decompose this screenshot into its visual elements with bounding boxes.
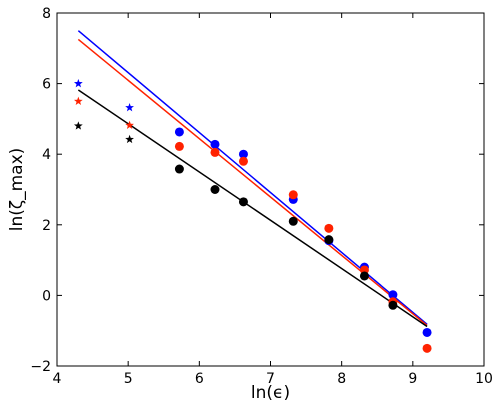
data-point: [210, 139, 220, 149]
y-axis-label: ln(ζ_max): [7, 148, 27, 232]
star-point: [125, 103, 134, 112]
star-point: [73, 121, 83, 130]
data-point: [238, 197, 248, 207]
star-point: [73, 96, 83, 105]
data-point: [388, 290, 398, 300]
markers: [73, 79, 432, 353]
fit-line: [77, 30, 428, 325]
x-tick-label: 5: [124, 371, 133, 387]
data-point: [288, 190, 298, 200]
data-point: [288, 216, 298, 226]
data-point: [422, 343, 432, 353]
x-tick-label: 7: [266, 371, 275, 387]
y-tick-label: −2: [30, 359, 51, 375]
fit-lines: [77, 30, 428, 328]
x-tick-label: 4: [53, 371, 62, 387]
star-point: [73, 79, 83, 88]
data-point: [174, 164, 184, 174]
x-tick-label: 6: [195, 371, 204, 387]
data-point: [238, 149, 248, 159]
fit-line: [77, 89, 428, 328]
star-point: [125, 120, 134, 129]
data-point: [238, 156, 248, 166]
y-tick-label: 4: [42, 147, 51, 163]
data-point: [174, 127, 184, 137]
data-point: [359, 271, 369, 281]
ticks: 4 5 6 7 8 9 10 −2 0 2 4 6 8: [30, 6, 493, 387]
y-tick-label: 6: [42, 77, 51, 93]
data-point: [422, 327, 432, 337]
fit-line: [77, 38, 428, 326]
data-point: [388, 300, 398, 310]
x-tick-label: 10: [475, 371, 493, 387]
data-point: [210, 185, 220, 194]
x-tick-label: 8: [337, 371, 346, 387]
data-point: [210, 147, 220, 157]
y-tick-label: 0: [42, 288, 51, 304]
data-point: [174, 141, 184, 151]
x-axis-label: ln(ϵ): [251, 383, 290, 403]
data-point: [324, 235, 334, 245]
y-tick-label: 2: [42, 218, 51, 234]
data-point: [324, 223, 334, 233]
y-tick-label: 8: [42, 6, 51, 22]
star-point: [125, 134, 134, 144]
x-tick-label: 9: [408, 371, 417, 387]
